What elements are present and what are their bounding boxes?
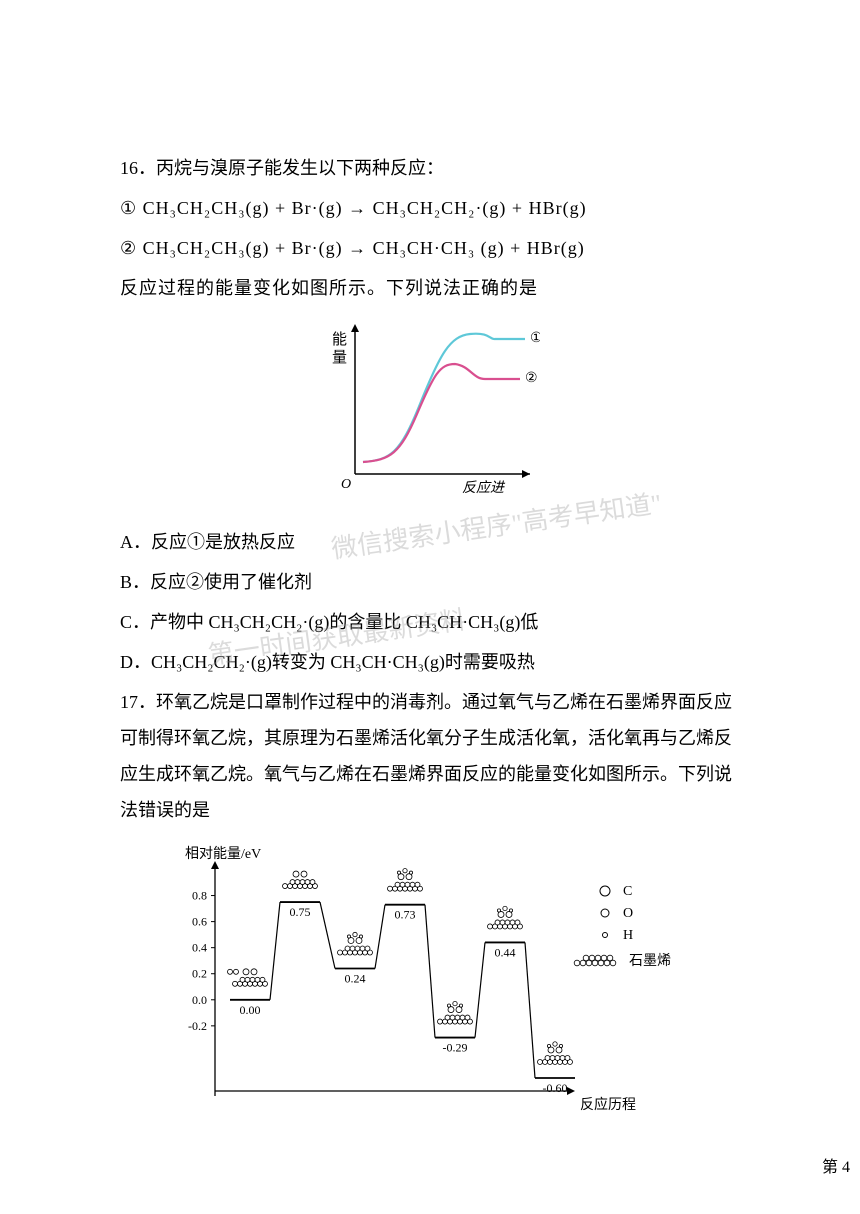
svg-text:0.6: 0.6	[192, 915, 207, 929]
svg-text:O: O	[341, 477, 351, 492]
svg-text:O: O	[623, 906, 633, 921]
svg-text:0.0: 0.0	[192, 993, 207, 1007]
q17-chart: -0.2 0.0 0.2 0.4 0.6 0.8 相对能量/eV 反应历程 0.00 0.75 0.…	[120, 836, 740, 1138]
svg-text:0.00: 0.00	[240, 1003, 261, 1017]
svg-text:相对能量/eV: 相对能量/eV	[185, 846, 261, 862]
q16-chart: 能量 O 反应进 ① ②	[120, 314, 740, 516]
svg-text:0.24: 0.24	[345, 972, 366, 986]
svg-text:②: ②	[525, 371, 538, 386]
svg-text:能: 能	[332, 331, 347, 348]
svg-text:C: C	[623, 884, 632, 899]
q16-option-a: A．反应①是放热反应	[120, 524, 740, 560]
svg-text:0.75: 0.75	[290, 905, 311, 919]
document-content: 16．丙烷与溴原子能发生以下两种反应： ① CH₃CH₂CH₃(g) + Br·…	[0, 0, 860, 1178]
q16-option-d: D．CH₃CH₂CH₂·(g)转变为 CH₃CH·CH₃(g)时需要吸热	[120, 644, 740, 680]
svg-text:石墨烯: 石墨烯	[629, 953, 671, 969]
page-footer: 第 4	[822, 1152, 850, 1184]
svg-text:0.4: 0.4	[192, 941, 207, 955]
svg-text:0.44: 0.44	[495, 945, 516, 959]
svg-text:0.2: 0.2	[192, 967, 207, 981]
svg-text:H: H	[623, 928, 633, 943]
q16-energy-chart: 能量 O 反应进 ① ②	[320, 314, 540, 504]
q17-title: 17．环氧乙烷是口罩制作过程中的消毒剂。通过氧气与乙烯在石墨烯界面反应可制得环氧…	[120, 684, 740, 828]
svg-text:0.8: 0.8	[192, 889, 207, 903]
svg-text:反应进: 反应进	[462, 480, 506, 496]
q16-equation-1: ① CH₃CH₂CH₃(g) + Br·(g) → CH₃CH₂CH₂·(g) …	[120, 190, 740, 226]
svg-text:-0.60: -0.60	[543, 1081, 568, 1095]
q16-option-c: C．产物中 CH₃CH₂CH₂·(g)的含量比 CH₃CH·CH₃(g)低	[120, 604, 740, 640]
svg-text:-0.29: -0.29	[443, 1041, 468, 1055]
q16-title: 16．丙烷与溴原子能发生以下两种反应：	[120, 150, 740, 186]
q16-option-b: B．反应②使用了催化剂	[120, 564, 740, 600]
svg-text:①: ①	[530, 331, 540, 346]
q17-energy-diagram: -0.2 0.0 0.2 0.4 0.6 0.8 相对能量/eV 反应历程 0.00 0.75 0.…	[160, 836, 700, 1126]
q16-equation-2: ② CH₃CH₂CH₃(g) + Br·(g) → CH₃CH·CH₃ (g) …	[120, 230, 740, 266]
svg-text:反应历程: 反应历程	[580, 1096, 636, 1113]
svg-text:-0.2: -0.2	[188, 1019, 207, 1033]
svg-text:0.73: 0.73	[395, 908, 416, 922]
svg-text:量: 量	[332, 350, 347, 366]
q16-subtitle: 反应过程的能量变化如图所示。下列说法正确的是	[120, 270, 740, 306]
